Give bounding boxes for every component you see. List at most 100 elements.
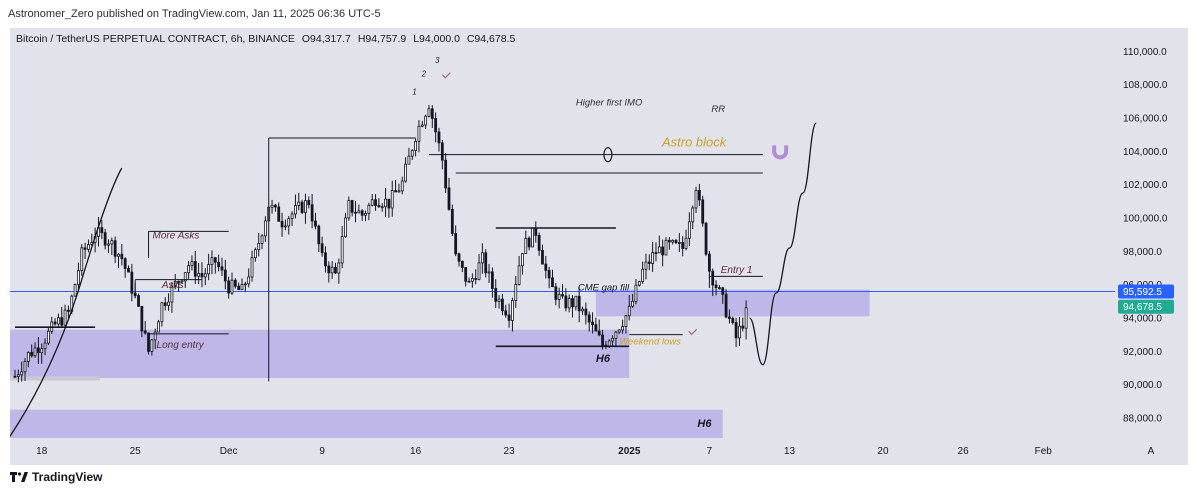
x-tick-label: 20 (877, 446, 889, 457)
candle-body-up (173, 281, 177, 287)
magnet-icon (772, 145, 789, 160)
price-label-line-text: 95,592.5 (1123, 287, 1162, 298)
price-label-last-text: 94,678.5 (1123, 302, 1162, 313)
candle-body-up (677, 242, 681, 244)
candle (537, 232, 541, 256)
candle (257, 232, 261, 257)
candle (587, 311, 591, 332)
candle-body-up (187, 265, 190, 274)
chart-svg[interactable]: More Asks Asks Long entry Higher first IMO R… (10, 28, 1188, 465)
candle (294, 194, 297, 219)
candle-body-down (277, 206, 281, 222)
candle-body-up (517, 265, 521, 285)
candle (384, 187, 387, 217)
y-tick-label: 98,000.0 (1123, 247, 1162, 258)
candle (270, 199, 274, 214)
candle-body-down (454, 233, 458, 255)
candle (591, 312, 594, 334)
candle (103, 228, 107, 250)
candle (641, 261, 645, 284)
candle-body-up (531, 227, 534, 248)
candle-body-up (253, 249, 257, 259)
candle-body-up (477, 262, 481, 280)
candle (457, 252, 461, 267)
candle (337, 258, 341, 284)
candle (527, 236, 531, 251)
candle-body-down (120, 253, 124, 260)
symbol-name[interactable]: Bitcoin / TetherUS PERPETUAL CONTRACT, 6… (16, 33, 295, 45)
candle-body-down (177, 281, 180, 283)
candle (501, 293, 504, 316)
candle (260, 233, 264, 250)
candle (297, 192, 301, 211)
candle-body-up (263, 220, 267, 237)
candle-body-up (56, 317, 60, 325)
candle-body-up (651, 252, 655, 264)
label-h6-a: H6 (596, 353, 611, 365)
candle (707, 250, 711, 279)
candle (627, 295, 631, 321)
candle-body-down (594, 324, 598, 332)
y-tick-label: 94,000.0 (1123, 314, 1162, 325)
candle-body-up (627, 305, 631, 317)
candle (681, 236, 685, 257)
candle-body-up (614, 331, 618, 339)
candle (36, 336, 40, 364)
chart-area[interactable]: More Asks Asks Long entry Higher first IMO R… (10, 28, 1188, 465)
candle-body-down (83, 247, 87, 250)
candle-body-up (407, 155, 411, 165)
footer: TradingView (10, 470, 102, 484)
candle-body-down (320, 243, 324, 254)
label-h6-b: H6 (697, 418, 712, 430)
y-tick-label: 110,000.0 (1123, 47, 1167, 58)
candle (390, 180, 394, 217)
candle-body-up (691, 207, 695, 223)
candle (504, 304, 508, 318)
candle-body-down (300, 201, 304, 213)
label-wave-1: 1 (412, 88, 416, 97)
candle-body-down (394, 190, 397, 193)
y-tick-label: 104,000.0 (1123, 147, 1168, 158)
y-tick-label: 108,000.0 (1123, 80, 1168, 91)
candle (624, 314, 628, 334)
candle (227, 276, 231, 299)
candle-body-down (434, 118, 438, 133)
candle-body-down (597, 330, 601, 336)
candle-body-up (344, 217, 347, 238)
candle (564, 288, 568, 312)
candle-body-down (444, 159, 448, 189)
candle (203, 268, 207, 286)
candle-body-up (390, 190, 394, 209)
candle (367, 202, 371, 221)
y-tick-label: 90,000.0 (1123, 380, 1162, 391)
candle (697, 183, 701, 206)
candle (487, 263, 491, 284)
y-tick-label: 100,000.0 (1123, 214, 1168, 225)
candle-body-up (738, 325, 741, 339)
candle-body-up (33, 347, 37, 357)
candle-body-up (521, 253, 524, 267)
candle-body-down (507, 314, 511, 321)
candle-body-up (157, 321, 160, 333)
candle (220, 257, 224, 276)
candle (581, 306, 584, 315)
x-tick-label: 26 (958, 446, 970, 457)
symbol-legend: Bitcoin / TetherUS PERPETUAL CONTRACT, 6… (16, 33, 519, 45)
candle-body-down (490, 271, 494, 289)
candle-body-up (644, 261, 648, 270)
candle-body-up (43, 342, 47, 350)
candle (173, 273, 177, 290)
candle-body-down (53, 321, 57, 325)
candle-body-up (87, 244, 90, 250)
footer-brand: TradingView (32, 470, 103, 484)
demand-zone-lower (10, 329, 630, 378)
candle-body-up (367, 204, 371, 214)
candle (83, 242, 87, 260)
candle-body-down (681, 242, 685, 249)
candle-body-up (611, 338, 614, 342)
x-tick-label: Feb (1035, 446, 1053, 457)
candle (334, 262, 337, 275)
candle (417, 120, 421, 153)
candle-body-up (357, 210, 361, 214)
candle-body-up (427, 108, 431, 117)
